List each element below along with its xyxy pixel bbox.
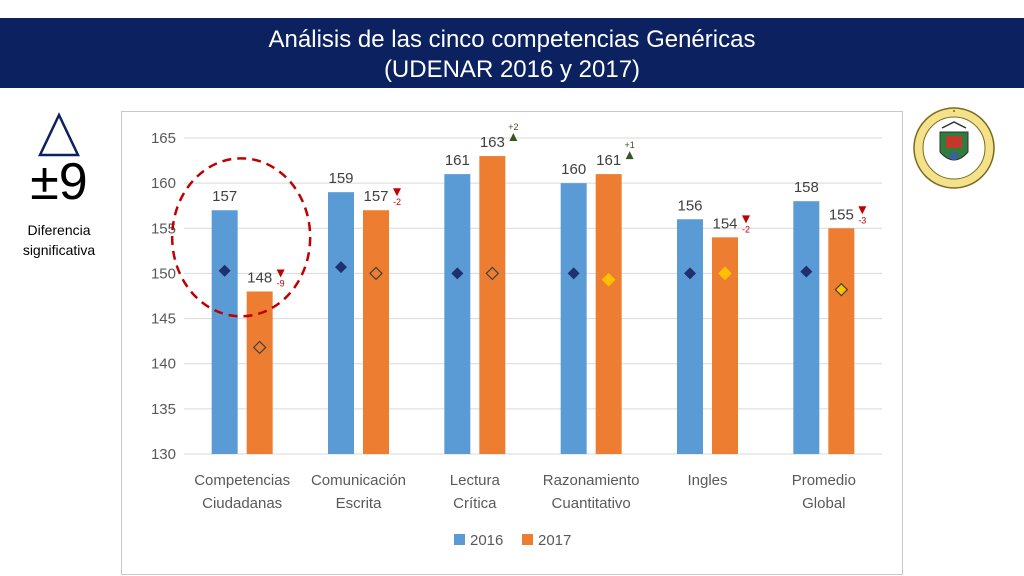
arrow-up-icon bbox=[509, 133, 518, 142]
data-label-2017: 148 bbox=[247, 269, 272, 286]
y-tick-label: 160 bbox=[151, 175, 176, 192]
significance-label-line-2: significativa bbox=[22, 242, 96, 258]
category-label-line-1: Comunicación bbox=[311, 472, 406, 489]
category-label-line-2: Cuantitativo bbox=[552, 495, 631, 512]
marker-2017 bbox=[252, 340, 267, 355]
data-label-2016: 158 bbox=[794, 179, 819, 196]
data-label-2017: 163 bbox=[480, 134, 505, 151]
marker-2017 bbox=[601, 272, 616, 287]
marker-2017 bbox=[834, 282, 849, 297]
y-tick-label: 165 bbox=[151, 130, 176, 147]
seal-icon bbox=[913, 107, 995, 189]
category-label-line-1: Lectura bbox=[450, 472, 501, 489]
category-label-line-1: Promedio bbox=[792, 472, 856, 489]
legend-label-2017: 2017 bbox=[538, 532, 571, 549]
bar-2017 bbox=[363, 210, 389, 454]
title-banner: Análisis de las cinco competencias Genér… bbox=[0, 18, 1024, 88]
significance-label-line-1: Diferencia bbox=[27, 222, 91, 238]
title-line-1: Análisis de las cinco competencias Genér… bbox=[268, 26, 756, 53]
difference-label: +1 bbox=[625, 140, 635, 150]
category-label-line-1: Razonamiento bbox=[543, 472, 640, 489]
bar-2017 bbox=[246, 291, 273, 454]
bar-2016 bbox=[211, 210, 238, 454]
significance-value: ±9 bbox=[30, 153, 88, 211]
data-label-2016: 160 bbox=[561, 161, 586, 178]
legend-label-2016: 2016 bbox=[470, 532, 503, 549]
y-tick-label: 145 bbox=[151, 311, 176, 328]
category-label-line-2: Escrita bbox=[336, 495, 383, 512]
bar-chart: 130 135 140 145 150 155 160 165 157 148 -9 Competen… bbox=[151, 122, 882, 549]
bar-2017 bbox=[479, 156, 506, 455]
data-label-2017: 154 bbox=[712, 215, 737, 232]
arrow-down-icon bbox=[393, 188, 401, 197]
bar-2017 bbox=[828, 228, 855, 454]
marker-2017 bbox=[485, 266, 500, 281]
marker-2016 bbox=[335, 261, 347, 274]
highlight-circle bbox=[170, 157, 312, 318]
arrow-down-icon bbox=[276, 269, 285, 278]
title-line-2: (UDENAR 2016 y 2017) bbox=[383, 56, 641, 83]
difference-label: +2 bbox=[508, 122, 518, 132]
category-label-line-1: Ingles bbox=[687, 472, 727, 489]
data-label-2016: 157 bbox=[212, 188, 237, 205]
marker-2017 bbox=[369, 266, 383, 281]
bar-2016 bbox=[560, 183, 587, 454]
data-label-2016: 156 bbox=[677, 197, 702, 214]
marker-2016 bbox=[218, 264, 231, 277]
triangle-outline-icon bbox=[38, 112, 80, 157]
marker-2016 bbox=[684, 267, 696, 280]
category-label-line-2: Global bbox=[802, 495, 845, 512]
data-label-2016: 161 bbox=[445, 152, 470, 169]
data-label-2016: 159 bbox=[328, 170, 353, 187]
data-label-2017: 157 bbox=[363, 188, 388, 205]
bar-2016 bbox=[328, 192, 354, 454]
chart-container: 130 135 140 145 150 155 160 165 157 148 -9 Competen… bbox=[121, 111, 903, 575]
marker-2016 bbox=[800, 265, 813, 278]
data-label-2017: 161 bbox=[596, 152, 621, 169]
category-label-line-2: Crítica bbox=[453, 495, 497, 512]
y-tick-label: 130 bbox=[151, 446, 176, 463]
y-tick-label: 150 bbox=[151, 265, 176, 282]
y-tick-label: 135 bbox=[151, 401, 176, 418]
y-tick-label: 155 bbox=[151, 220, 176, 237]
bar-2017 bbox=[595, 174, 622, 454]
marker-2017 bbox=[718, 266, 732, 281]
difference-label: -3 bbox=[858, 215, 866, 225]
legend-swatch-2017 bbox=[522, 534, 533, 545]
arrow-down-icon bbox=[858, 206, 867, 215]
bar-2016 bbox=[677, 219, 703, 454]
difference-label: -9 bbox=[277, 278, 285, 288]
difference-label: -2 bbox=[393, 197, 401, 207]
category-label-line-2: Ciudadanas bbox=[202, 495, 282, 512]
marker-2016 bbox=[567, 267, 580, 280]
significance-label: Diferencia significativa bbox=[0, 220, 118, 260]
bar-2016 bbox=[444, 174, 471, 454]
y-tick-label: 140 bbox=[151, 356, 176, 373]
marker-2016 bbox=[451, 267, 464, 280]
arrow-up-icon bbox=[625, 151, 634, 160]
bar-2016 bbox=[793, 201, 820, 454]
data-label-2017: 155 bbox=[829, 206, 854, 223]
difference-label: -2 bbox=[742, 224, 750, 234]
arrow-down-icon bbox=[742, 215, 750, 224]
legend-swatch-2016 bbox=[454, 534, 465, 545]
category-label-line-1: Competencias bbox=[194, 472, 290, 489]
